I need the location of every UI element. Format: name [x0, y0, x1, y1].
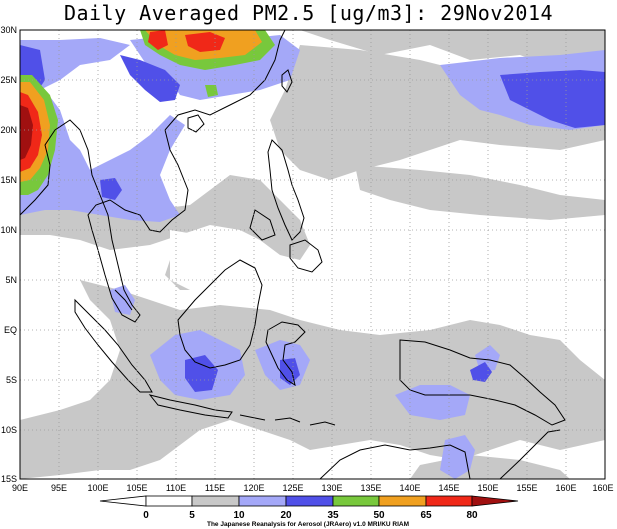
colorbar-label: 0	[143, 510, 149, 521]
credit-text: The Japanese Reanalysis for Aerosol (JRA…	[207, 521, 409, 528]
lat-label: 10N	[0, 225, 17, 235]
colorbar-swatch	[425, 495, 473, 507]
lon-label: 135E	[360, 483, 381, 493]
lon-label: 110E	[166, 483, 186, 493]
colorbar-label: 35	[327, 510, 339, 521]
colorbar-swatch	[378, 495, 427, 507]
lon-label-160e: 160E	[592, 483, 613, 493]
lat-label: 5S	[6, 375, 17, 385]
lon-label: 90E	[12, 483, 28, 493]
map-frame	[19, 29, 606, 480]
colorbar-swatch	[238, 495, 287, 507]
pm25-white-areas	[60, 80, 605, 320]
lon-label: 105E	[126, 483, 147, 493]
colorbar-label: 5	[189, 510, 195, 521]
lat-label: 20N	[0, 125, 17, 135]
lon-label: 115E	[205, 483, 225, 493]
lon-label: 145E	[438, 483, 459, 493]
colorbar: 0 5 10 20 35 50 65 80	[99, 495, 519, 521]
lon-label: 120E	[243, 483, 264, 493]
colorbar-left-arrow	[99, 495, 147, 507]
lon-labels: 90E 95E 100E 105E 110E 115E 120E 125E 13…	[12, 483, 577, 493]
colorbar-swatch	[332, 495, 380, 507]
grid-lines	[20, 30, 605, 479]
colorbar-label: 50	[373, 510, 385, 521]
colorbar-label: 20	[280, 510, 292, 521]
pm25-blue-areas	[20, 45, 605, 392]
colorbar-label: 80	[466, 510, 478, 521]
lat-label: 30N	[0, 25, 17, 35]
colorbar-swatch	[285, 495, 334, 507]
lat-label: EQ	[4, 325, 17, 335]
lon-label: 100E	[87, 483, 108, 493]
map-title: Daily Averaged PM2.5 [ug/m3]: 29Nov2014	[63, 1, 554, 25]
lat-label: 5N	[5, 275, 17, 285]
lon-label: 155E	[516, 483, 537, 493]
colorbar-label: 65	[420, 510, 432, 521]
pm25-darkred-areas	[20, 105, 33, 160]
colorbar-right-arrow	[471, 495, 519, 507]
lon-label: 140E	[399, 483, 420, 493]
pm25-fields	[20, 30, 605, 479]
colorbar-swatch	[191, 495, 240, 507]
lat-label: 15S	[1, 474, 17, 484]
lon-label: 130E	[321, 483, 342, 493]
lon-label: 160E	[555, 483, 576, 493]
lon-label: 125E	[282, 483, 303, 493]
colorbar-label: 10	[233, 510, 245, 521]
lat-label: 25N	[0, 75, 17, 85]
lon-label: 95E	[51, 483, 67, 493]
lat-label: 15N	[0, 175, 17, 185]
lon-label: 150E	[477, 483, 498, 493]
lat-label: 10S	[1, 425, 17, 435]
colorbar-swatch	[145, 495, 193, 507]
lat-labels: 30N 25N 20N 15N 10N 5N EQ 5S 10S 15S	[0, 25, 17, 484]
